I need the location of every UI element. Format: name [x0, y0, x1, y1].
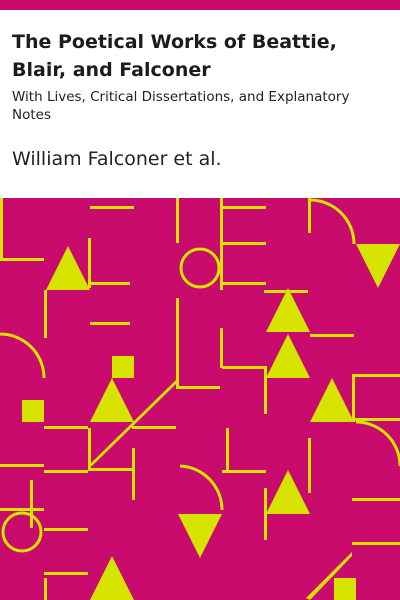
pattern-triangle: [46, 246, 90, 290]
pattern-square: [112, 356, 134, 378]
pattern-bar: [90, 282, 130, 285]
book-subtitle: With Lives, Critical Dissertations, and …: [12, 89, 350, 123]
pattern-diagonal: [88, 378, 178, 466]
pattern-bar: [222, 470, 266, 473]
pattern-triangle: [90, 556, 134, 600]
pattern-bar: [264, 366, 267, 414]
pattern-bar: [132, 426, 176, 429]
pattern-bar: [0, 258, 44, 261]
pattern-bar: [44, 578, 47, 600]
pattern-bar: [352, 542, 400, 545]
pattern-bar: [30, 480, 33, 528]
pattern-arc: [355, 420, 400, 467]
pattern-bar: [88, 468, 132, 471]
pattern-bar: [352, 374, 355, 422]
pattern-bar: [44, 470, 88, 473]
pattern-outlines: [0, 198, 400, 553]
book-author: William Falconer et al.: [12, 148, 222, 170]
pattern-bar: [222, 206, 266, 209]
pattern-bar: [0, 464, 44, 467]
pattern-triangle: [266, 470, 310, 514]
pattern-bar: [90, 206, 134, 209]
pattern-bar: [222, 282, 266, 285]
pattern-bar: [354, 374, 400, 377]
pattern-circle: [179, 247, 221, 289]
top-accent-bar: [0, 0, 400, 10]
pattern-square: [334, 578, 356, 600]
pattern-triangle: [356, 244, 400, 288]
pattern-bar: [176, 386, 220, 389]
pattern-bar: [220, 198, 223, 290]
pattern-arc: [309, 198, 356, 245]
pattern-square: [22, 400, 44, 422]
pattern-bar: [88, 428, 91, 470]
pattern-bar: [90, 322, 130, 325]
pattern-bar: [222, 366, 266, 369]
pattern-bar: [308, 198, 311, 233]
decorative-pattern: [0, 198, 400, 600]
book-title: The Poetical Works of Beattie, Blair, an…: [12, 31, 337, 81]
pattern-shapes: [0, 198, 400, 600]
pattern-bar: [0, 198, 3, 258]
pattern-bar: [44, 528, 88, 531]
pattern-bar: [222, 242, 266, 245]
pattern-triangle: [310, 378, 354, 422]
pattern-bar: [44, 426, 88, 429]
pattern-bar: [352, 498, 400, 501]
pattern-bar: [44, 572, 88, 575]
pattern-bar: [44, 290, 47, 338]
pattern-bar: [264, 290, 308, 293]
pattern-triangle: [90, 378, 134, 422]
pattern-bar: [354, 418, 400, 421]
pattern-bar: [176, 198, 179, 243]
pattern-bar: [264, 488, 267, 540]
pattern-bar: [88, 238, 91, 288]
pattern-bar: [310, 334, 354, 337]
pattern-diagonal: [306, 552, 352, 600]
title-panel: The Poetical Works of Beattie, Blair, an…: [0, 10, 400, 198]
pattern-bar: [226, 428, 229, 470]
pattern-triangle: [178, 514, 222, 558]
pattern-bar: [132, 448, 135, 500]
pattern-bar: [176, 298, 179, 388]
pattern-arc: [179, 464, 224, 511]
pattern-circle: [1, 511, 43, 553]
pattern-bar: [0, 508, 44, 511]
pattern-triangle: [266, 334, 310, 378]
pattern-bar: [308, 438, 311, 493]
pattern-bar: [220, 328, 223, 368]
pattern-triangle: [266, 288, 310, 332]
pattern-arc: [0, 332, 46, 379]
